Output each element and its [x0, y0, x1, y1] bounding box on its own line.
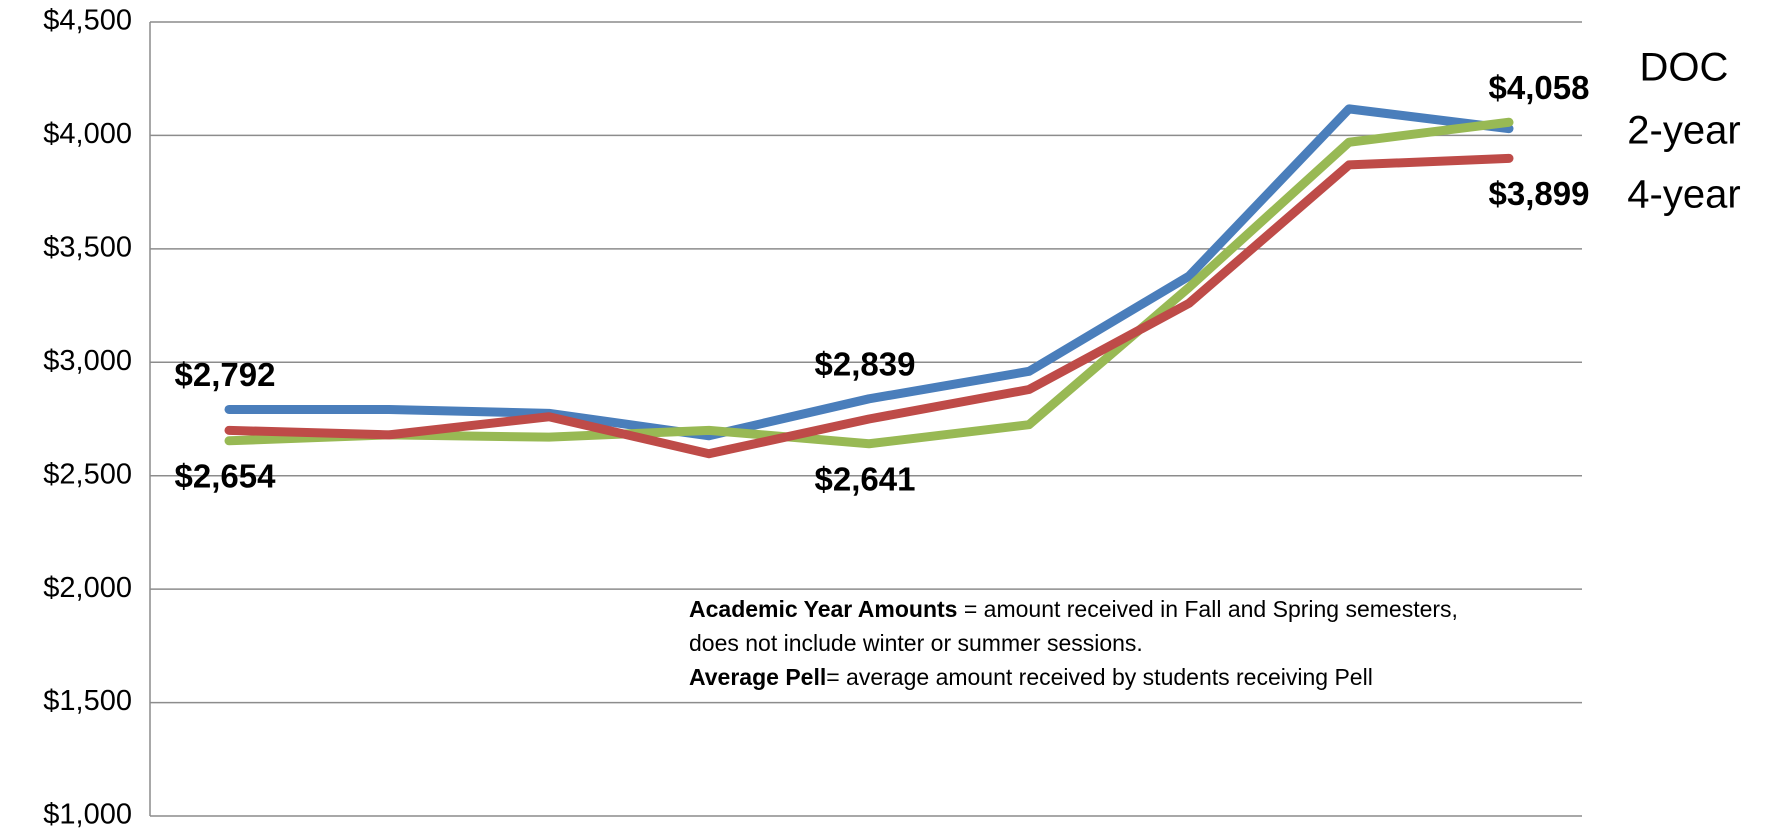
value-label: $4,058	[1489, 69, 1590, 106]
series-line	[224, 153, 1514, 459]
note-term: Average Pell	[689, 664, 827, 690]
legend-label: 2-year	[1627, 109, 1740, 153]
series-line	[224, 117, 1514, 449]
y-tick-label: $1,500	[43, 685, 132, 717]
series-line	[224, 104, 1514, 441]
y-tick-label: $2,000	[43, 572, 132, 604]
note: Academic Year Amounts = amount received …	[689, 592, 1489, 660]
value-label: $2,654	[175, 457, 277, 494]
y-tick-label: $4,500	[43, 5, 132, 37]
y-tick-label: $4,000	[43, 118, 132, 150]
value-label: $2,839	[815, 346, 916, 383]
legend-label: DOC	[1640, 46, 1729, 90]
legend-label: 4-year	[1627, 173, 1740, 217]
notes: Academic Year Amounts = amount received …	[689, 592, 1489, 694]
note-term: Academic Year Amounts	[689, 596, 958, 622]
value-label: $3,899	[1489, 175, 1590, 212]
y-tick-label: $1,000	[43, 799, 132, 831]
note-text: = average amount received by students re…	[826, 664, 1373, 690]
y-tick-label: $2,500	[43, 458, 132, 490]
value-label: $2,641	[815, 460, 916, 497]
note-text: = amount received in Fall and Spring sem…	[689, 596, 1458, 656]
note: Average Pell= average amount received by…	[689, 660, 1489, 694]
y-tick-label: $3,500	[43, 232, 132, 264]
y-tick-label: $3,000	[43, 345, 132, 377]
value-label: $2,792	[175, 356, 276, 393]
